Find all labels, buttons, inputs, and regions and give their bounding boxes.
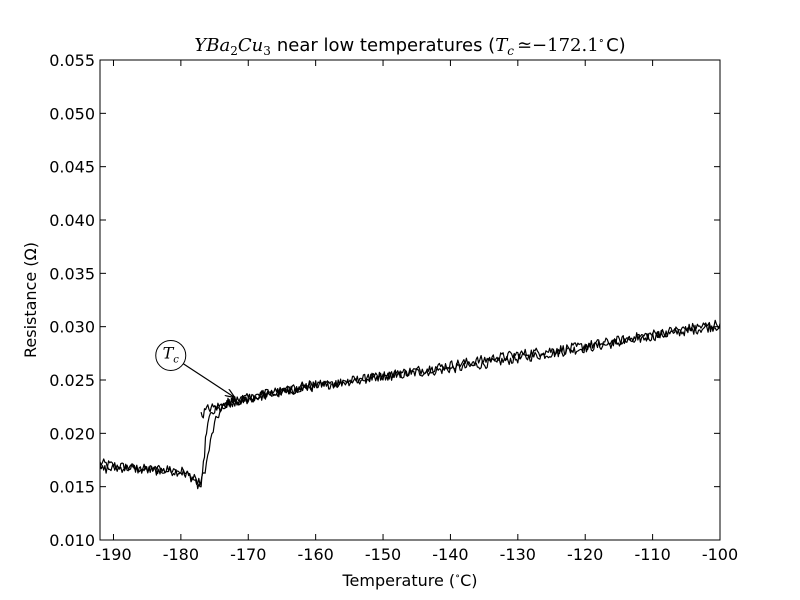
tc-annotation-label: Tc xyxy=(163,343,180,365)
resistance-series-3 xyxy=(200,380,317,419)
tc-annotation-circle xyxy=(155,339,187,371)
chart-title: YBa2Cu3 near low temperatures (Tc ≃−172.1∘… xyxy=(194,34,625,58)
y-axis: 0.010 0.015 0.020 0.025 0.030 0.035 0.040 0.045… xyxy=(49,51,720,550)
y-tick-label: 0.040 xyxy=(49,211,95,230)
x-tick-label: -190 xyxy=(95,545,131,564)
x-axis: -190 -180 -170 -160 -150 -140 -130 -120 -110 -100 xyxy=(95,60,738,564)
y-tick-label: 0.020 xyxy=(49,424,95,443)
y-tick-label: 0.015 xyxy=(49,478,95,497)
y-tick-label: 0.055 xyxy=(49,51,95,70)
y-tick-label: 0.025 xyxy=(49,371,95,390)
series-lines xyxy=(99,319,721,490)
resistance-series-1 xyxy=(99,323,721,486)
x-tick-label: -160 xyxy=(297,545,333,564)
y-tick-label: 0.035 xyxy=(49,264,95,283)
x-tick-label: -100 xyxy=(702,545,738,564)
x-axis-label: Temperature (∘C) xyxy=(341,571,477,590)
y-tick-label: 0.030 xyxy=(49,318,95,337)
x-tick-label: -130 xyxy=(500,545,536,564)
x-tick-label: -170 xyxy=(230,545,266,564)
y-tick-label: 0.010 xyxy=(49,531,95,550)
x-tick-label: -180 xyxy=(163,545,199,564)
plot-frame xyxy=(99,59,721,541)
x-tick-label: -110 xyxy=(634,545,670,564)
x-tick-label: -120 xyxy=(567,545,603,564)
x-tick-label: -140 xyxy=(432,545,468,564)
tc-annotation-arrow xyxy=(182,363,234,397)
tc-annotation: Tc xyxy=(155,339,234,397)
resistance-series-2 xyxy=(99,319,721,490)
y-tick-label: 0.050 xyxy=(49,104,95,123)
y-axis-label: Resistance (Ω) xyxy=(21,242,40,358)
y-tick-label: 0.045 xyxy=(49,158,95,177)
x-tick-label: -150 xyxy=(365,545,401,564)
